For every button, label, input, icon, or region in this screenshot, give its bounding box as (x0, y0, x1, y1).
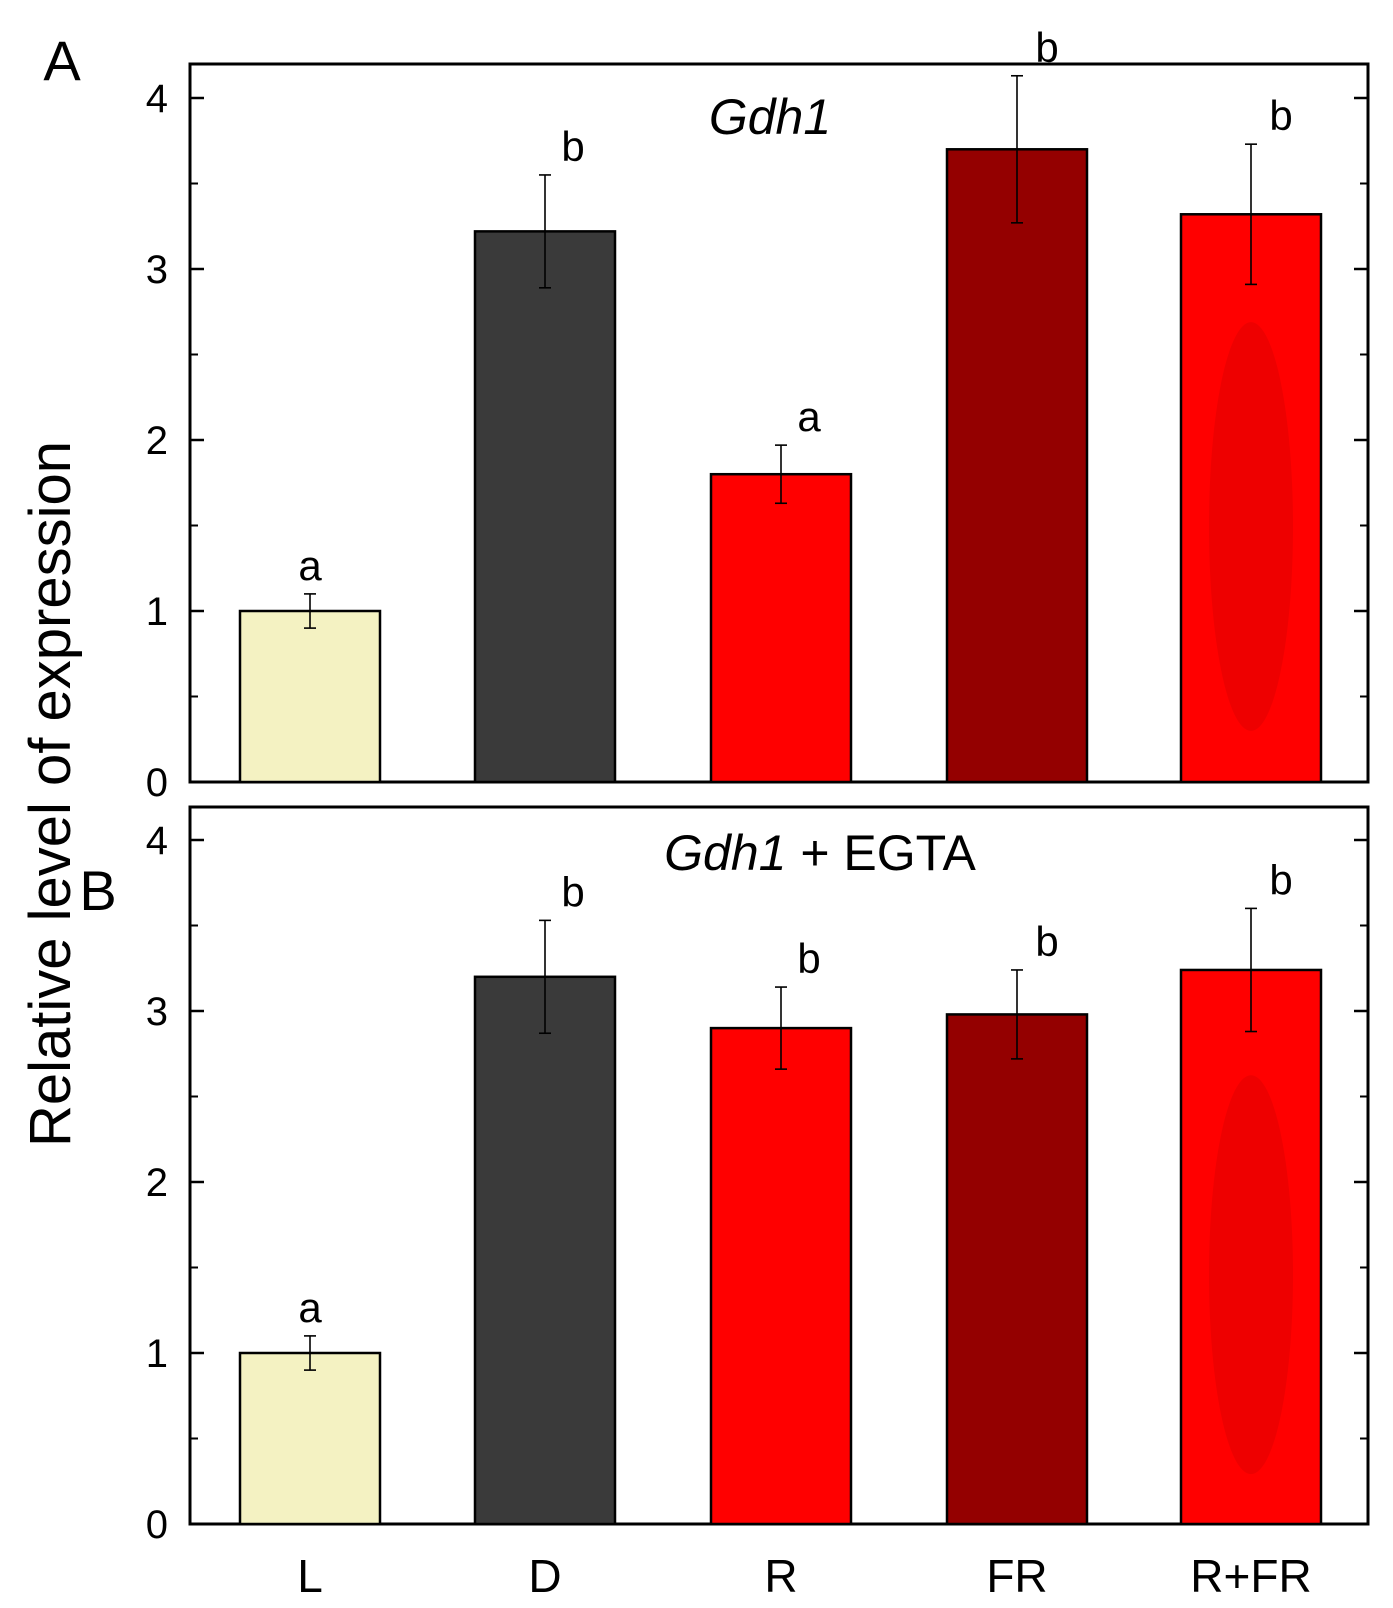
x-category-label: R+FR (1190, 1550, 1311, 1602)
bar-l (238, 1351, 382, 1526)
y-tick-label: 0 (146, 761, 168, 805)
significance-label: a (797, 393, 821, 440)
significance-label: b (561, 123, 584, 170)
panel-title: Gdh1 + EGTA (664, 825, 976, 881)
bar-l (238, 609, 382, 784)
bar-r (709, 472, 853, 784)
y-tick-label: 1 (146, 1332, 168, 1376)
y-tick-label: 3 (146, 248, 168, 292)
significance-label: b (1269, 92, 1292, 139)
y-axis-label: Relative level of expression (18, 441, 83, 1147)
bar-fr (945, 1013, 1089, 1526)
significance-label: b (1269, 856, 1292, 903)
significance-label: b (1035, 918, 1058, 965)
panels: 0 1 2 3 4 a b a b b A Gdh1 0 1 2 3 4 a b b b b B Gdh1 + EGTA (43, 24, 1370, 1547)
significance-label: a (298, 542, 322, 589)
x-category-label: D (528, 1550, 561, 1602)
y-tick-label: 3 (146, 990, 168, 1034)
y-tick-label: 4 (146, 77, 168, 121)
x-category-label: R (764, 1550, 797, 1602)
panel-letter: B (79, 859, 116, 922)
bar-r (709, 1026, 853, 1526)
bar-fr (945, 148, 1089, 784)
significance-label: a (298, 1284, 322, 1331)
x-category-label: L (297, 1550, 323, 1602)
bar-shading (1209, 1075, 1293, 1475)
panel-letter: A (43, 29, 81, 92)
panel-b: 0 1 2 3 4 a b b b b B Gdh1 + EGTA (79, 805, 1370, 1547)
bar-shading (1209, 322, 1293, 731)
panel-title-gene: Gdh1 (709, 89, 831, 145)
bar-d (473, 230, 617, 784)
bar-d (473, 975, 617, 1526)
significance-label: b (797, 935, 820, 982)
panel-a: 0 1 2 3 4 a b a b b A Gdh1 (43, 24, 1370, 805)
panel-title-gene: Gdh1 (664, 825, 786, 881)
significance-label: b (561, 868, 584, 915)
panel-title: Gdh1 (709, 89, 831, 145)
y-tick-label: 4 (146, 819, 168, 863)
x-category-labels: L D R FR R+FR (297, 1550, 1312, 1602)
significance-label: b (1035, 24, 1058, 71)
y-tick-label: 0 (146, 1503, 168, 1547)
y-tick-label: 1 (146, 590, 168, 634)
y-tick-label: 2 (146, 419, 168, 463)
panel-title-rest: + EGTA (786, 825, 976, 881)
x-category-label: FR (986, 1550, 1047, 1602)
y-tick-label: 2 (146, 1161, 168, 1205)
